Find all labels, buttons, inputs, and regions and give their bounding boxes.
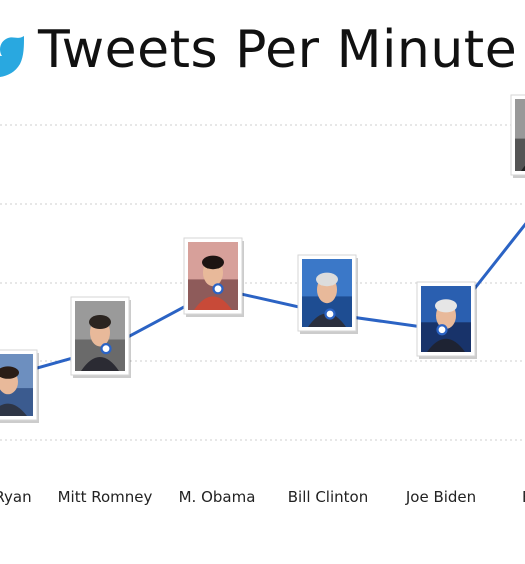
chart-title: Tweets Per Minute — [38, 20, 518, 80]
bill-clinton-photo — [297, 254, 358, 334]
data-point-markers — [100, 283, 448, 355]
data-point-4 — [436, 324, 448, 336]
x-tick-label-1: Mitt Romney — [58, 488, 153, 506]
speaker-photos — [0, 94, 525, 423]
data-point-3 — [324, 308, 336, 320]
data-point-2 — [212, 283, 224, 295]
mitt-romney-photo — [70, 296, 131, 378]
x-tick-label-2: M. Obama — [179, 488, 256, 506]
x-tick-label-4: Joe Biden — [405, 488, 476, 506]
x-tick-label-5: B — [522, 488, 525, 506]
joe-biden-photo — [416, 281, 477, 359]
barack-obama-photo — [510, 94, 525, 178]
data-point-1 — [100, 343, 112, 355]
twitter-bird-icon — [0, 36, 24, 77]
x-tick-label-0: Ryan — [0, 488, 32, 506]
michelle-obama-photo — [183, 237, 244, 317]
x-tick-label-3: Bill Clinton — [288, 488, 368, 506]
x-axis-labels: Ryan Mitt Romney M. Obama Bill Clinton Joe B… — [0, 488, 525, 506]
paul-ryan-photo — [0, 349, 39, 423]
